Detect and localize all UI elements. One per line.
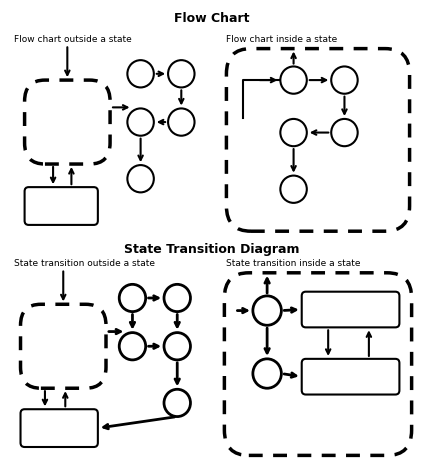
- Text: Flow chart inside a state: Flow chart inside a state: [226, 35, 338, 44]
- Text: State Transition Diagram: State Transition Diagram: [124, 243, 300, 256]
- Text: State transition outside a state: State transition outside a state: [14, 258, 156, 268]
- Circle shape: [119, 285, 146, 312]
- Circle shape: [253, 296, 282, 326]
- Circle shape: [280, 67, 307, 95]
- Text: Flow Chart: Flow Chart: [174, 12, 250, 25]
- Text: State transition inside a state: State transition inside a state: [226, 258, 361, 268]
- Circle shape: [119, 333, 146, 360]
- Circle shape: [253, 359, 282, 388]
- Circle shape: [280, 176, 307, 203]
- Circle shape: [164, 389, 190, 416]
- FancyBboxPatch shape: [25, 188, 98, 226]
- Circle shape: [280, 119, 307, 147]
- Circle shape: [331, 67, 358, 95]
- Circle shape: [127, 61, 154, 88]
- FancyBboxPatch shape: [302, 359, 399, 395]
- Circle shape: [127, 166, 154, 193]
- FancyBboxPatch shape: [20, 409, 98, 447]
- Text: Flow chart outside a state: Flow chart outside a state: [14, 35, 132, 44]
- FancyBboxPatch shape: [302, 292, 399, 327]
- Circle shape: [164, 333, 190, 360]
- Circle shape: [164, 285, 190, 312]
- Circle shape: [331, 119, 358, 147]
- Circle shape: [168, 61, 195, 88]
- Circle shape: [168, 109, 195, 137]
- Circle shape: [127, 109, 154, 137]
